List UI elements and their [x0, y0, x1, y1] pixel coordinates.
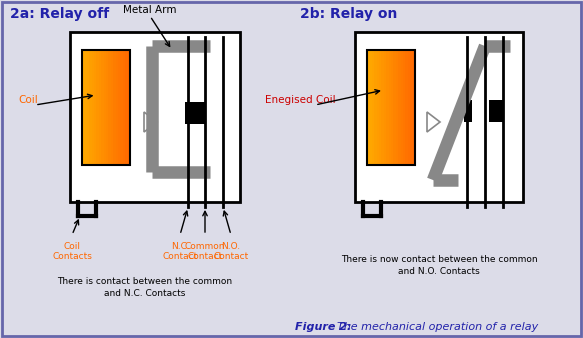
Bar — [370, 50, 372, 165]
Bar — [389, 50, 391, 165]
Bar — [113, 50, 115, 165]
Bar — [367, 50, 370, 165]
Bar — [398, 50, 401, 165]
Bar — [464, 100, 472, 122]
Text: 2b: Relay on: 2b: Relay on — [300, 7, 398, 21]
Text: Figure 2:: Figure 2: — [295, 322, 352, 332]
Bar — [386, 50, 389, 165]
Bar — [128, 50, 130, 165]
Bar — [101, 50, 104, 165]
Bar — [377, 50, 379, 165]
Bar — [384, 50, 386, 165]
Bar — [405, 50, 408, 165]
Bar — [489, 100, 503, 122]
Bar — [94, 50, 96, 165]
Bar — [413, 50, 415, 165]
Bar — [374, 50, 377, 165]
Bar — [125, 50, 128, 165]
Bar — [394, 50, 396, 165]
Bar — [104, 50, 106, 165]
Text: N.C.
Contact: N.C. Contact — [163, 242, 198, 261]
Bar — [108, 50, 111, 165]
Bar — [87, 50, 89, 165]
Bar — [111, 50, 113, 165]
Bar — [396, 50, 398, 165]
Text: 2a: Relay off: 2a: Relay off — [10, 7, 109, 21]
Bar — [96, 50, 99, 165]
Text: and N.O. Contacts: and N.O. Contacts — [398, 267, 480, 276]
Bar — [82, 50, 85, 165]
Bar — [121, 50, 123, 165]
Bar — [89, 50, 92, 165]
Text: Coil: Coil — [18, 95, 38, 105]
Text: There is now contact between the common: There is now contact between the common — [340, 255, 538, 264]
Bar — [70, 32, 240, 202]
Bar — [106, 50, 108, 165]
Bar — [85, 50, 87, 165]
Bar — [118, 50, 121, 165]
Bar — [123, 50, 125, 165]
Bar — [115, 50, 118, 165]
Text: Enegised Coil: Enegised Coil — [265, 95, 336, 105]
Bar — [379, 50, 381, 165]
Bar — [372, 50, 374, 165]
Bar — [191, 102, 205, 124]
Bar — [185, 102, 193, 124]
Text: N.O.
Contact: N.O. Contact — [213, 242, 248, 261]
Bar — [410, 50, 413, 165]
Bar — [355, 32, 523, 202]
Bar — [99, 50, 101, 165]
Text: Metal Arm: Metal Arm — [123, 5, 177, 15]
Text: Coil
Contacts: Coil Contacts — [52, 242, 92, 261]
Bar — [367, 50, 415, 165]
Bar — [92, 50, 94, 165]
Text: The mechanical operation of a relay: The mechanical operation of a relay — [330, 322, 538, 332]
Bar — [381, 50, 384, 165]
Text: Common
Contact: Common Contact — [185, 242, 225, 261]
Text: and N.C. Contacts: and N.C. Contacts — [104, 289, 186, 298]
Bar — [401, 50, 403, 165]
Bar — [408, 50, 410, 165]
Text: There is contact between the common: There is contact between the common — [58, 277, 233, 286]
Bar — [82, 50, 130, 165]
Bar — [391, 50, 394, 165]
Bar — [403, 50, 405, 165]
